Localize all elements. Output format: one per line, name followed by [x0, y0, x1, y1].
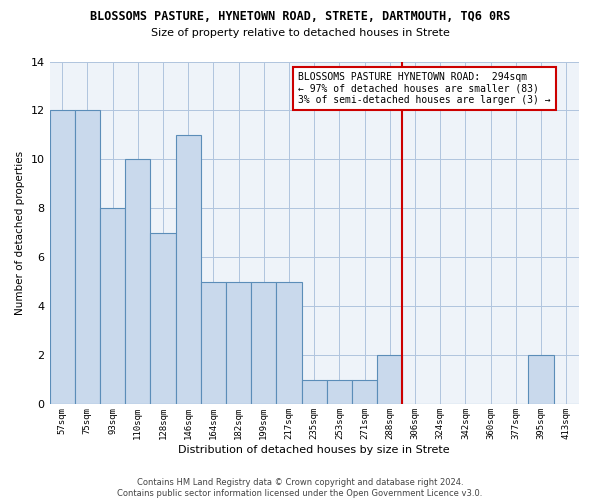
Text: Contains HM Land Registry data © Crown copyright and database right 2024.
Contai: Contains HM Land Registry data © Crown c…	[118, 478, 482, 498]
Bar	[100, 208, 125, 404]
Bar	[75, 110, 100, 405]
Bar	[377, 356, 403, 405]
Y-axis label: Number of detached properties: Number of detached properties	[15, 151, 25, 315]
Bar	[50, 110, 75, 405]
Bar	[251, 282, 277, 405]
Bar	[125, 160, 151, 404]
Bar	[151, 233, 176, 404]
Bar	[176, 135, 201, 404]
Bar	[226, 282, 251, 405]
Text: BLOSSOMS PASTURE HYNETOWN ROAD:  294sqm
← 97% of detached houses are smaller (83: BLOSSOMS PASTURE HYNETOWN ROAD: 294sqm ←…	[298, 72, 551, 105]
X-axis label: Distribution of detached houses by size in Strete: Distribution of detached houses by size …	[178, 445, 450, 455]
Bar	[302, 380, 327, 404]
Bar	[277, 282, 302, 405]
Text: Size of property relative to detached houses in Strete: Size of property relative to detached ho…	[151, 28, 449, 38]
Bar	[201, 282, 226, 405]
Bar	[529, 356, 554, 405]
Bar	[352, 380, 377, 404]
Text: BLOSSOMS PASTURE, HYNETOWN ROAD, STRETE, DARTMOUTH, TQ6 0RS: BLOSSOMS PASTURE, HYNETOWN ROAD, STRETE,…	[90, 10, 510, 23]
Bar	[327, 380, 352, 404]
